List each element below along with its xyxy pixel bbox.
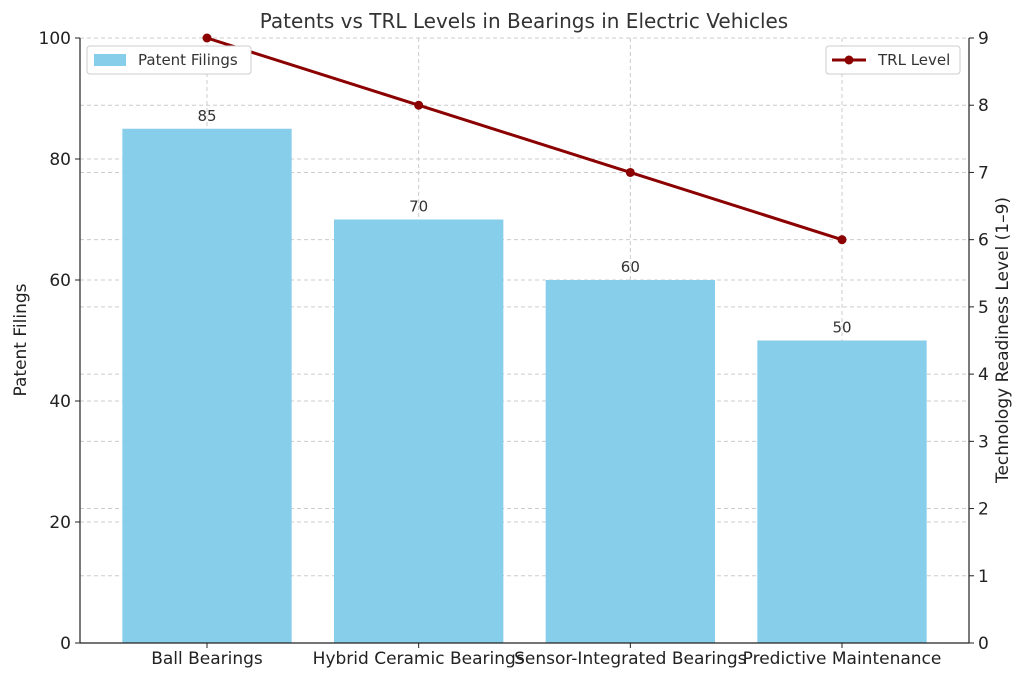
legend-left: Patent Filings — [87, 46, 251, 74]
y2-tick-label: 8 — [978, 96, 989, 116]
x-tick-label: Hybrid Ceramic Bearings — [313, 649, 525, 669]
y2-tick-label: 6 — [978, 231, 989, 251]
y2-tick-label: 0 — [978, 634, 989, 654]
y2-tick-label: 4 — [978, 365, 989, 385]
trl-point — [838, 235, 847, 244]
bar-value-label: 60 — [621, 258, 640, 276]
y2-tick-label: 2 — [978, 500, 989, 520]
y2-tick-label: 9 — [978, 29, 989, 49]
trl-line-series — [203, 34, 847, 245]
bar-value-label: 50 — [832, 319, 851, 337]
y-tick-label: 80 — [49, 150, 71, 170]
x-tick-label: Sensor-Integrated Bearings — [514, 649, 747, 669]
legend-line-marker — [845, 56, 854, 65]
y-tick-label: 40 — [49, 392, 71, 412]
y2-axis-label: Technology Readiness Level (1–9) — [993, 197, 1013, 484]
chart-title: Patents vs TRL Levels in Bearings in Ele… — [260, 9, 788, 33]
y2-tick-label: 7 — [978, 163, 989, 183]
trl-point — [203, 34, 212, 43]
y-tick-label: 20 — [49, 513, 71, 533]
y2-tick-label: 1 — [978, 567, 989, 587]
y2-tick-label: 5 — [978, 298, 989, 318]
trl-point — [414, 101, 423, 110]
bars: 85 70 60 50 — [122, 107, 926, 643]
legend-right: TRL Level — [826, 46, 960, 74]
y2-tick-label: 3 — [978, 432, 989, 452]
legend-bar-label: Patent Filings — [138, 51, 238, 69]
bar-value-label: 85 — [197, 107, 216, 125]
y-tick-label: 60 — [49, 271, 71, 291]
x-tick-label: Predictive Maintenance — [743, 649, 942, 669]
bar — [334, 220, 503, 644]
legend-bar-swatch — [94, 54, 126, 66]
trl-point — [626, 168, 635, 177]
y-axis-label: Patent Filings — [11, 283, 31, 396]
bar — [122, 129, 291, 643]
bar-value-label: 70 — [409, 198, 428, 216]
x-tick-label: Ball Bearings — [151, 649, 263, 669]
bar — [546, 280, 715, 643]
trl-line — [207, 38, 842, 240]
y-tick-label: 0 — [60, 634, 71, 654]
legend-line-label: TRL Level — [877, 51, 950, 69]
y-tick-label: 100 — [39, 29, 71, 49]
bar — [757, 341, 926, 644]
